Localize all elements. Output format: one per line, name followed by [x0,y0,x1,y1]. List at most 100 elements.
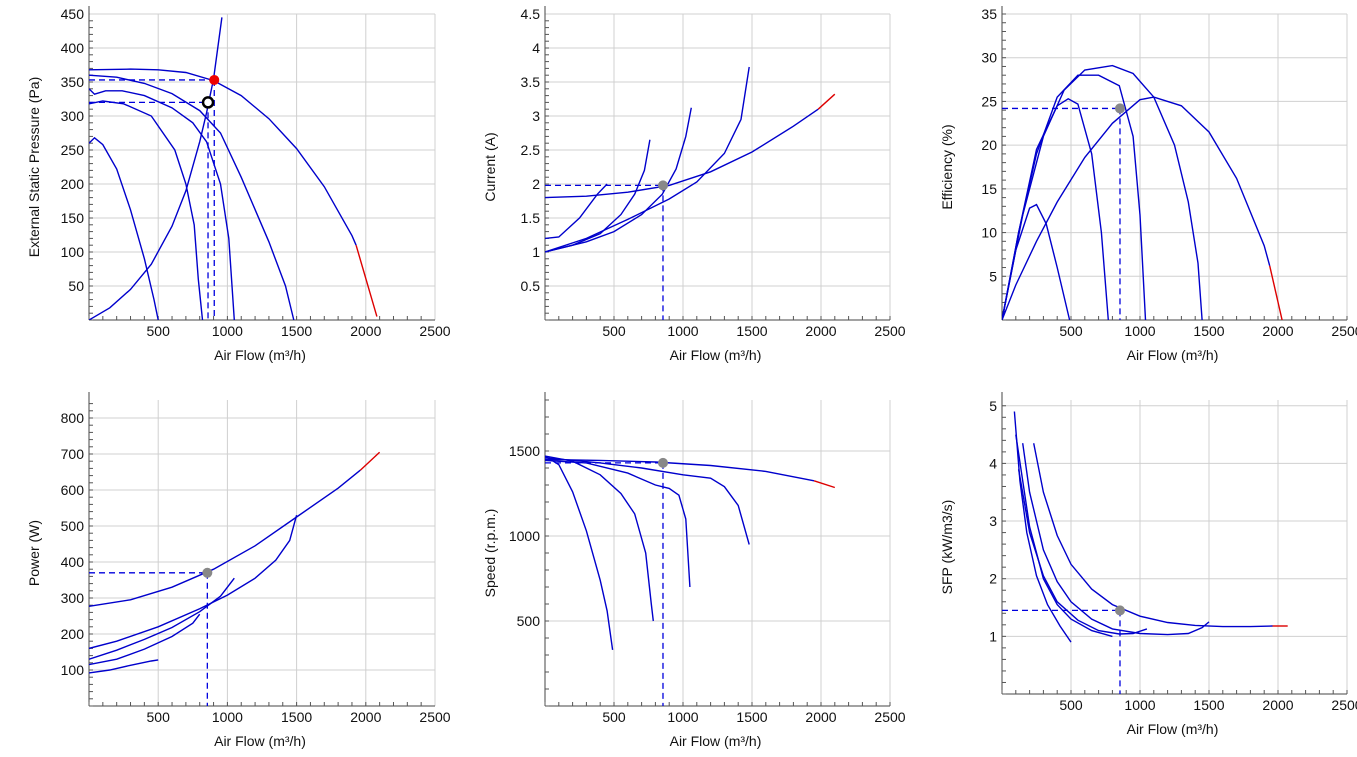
y-tick-label: 4 [532,40,540,56]
y-tick-label: 300 [61,108,85,124]
y-tick-label: 100 [61,244,85,260]
y-axis-title: External Static Pressure (Pa) [26,77,42,258]
y-tick-label: 350 [61,74,85,90]
series-line-2 [89,515,298,650]
series-line-2 [1002,64,1203,320]
y-tick-label: 1 [532,244,540,260]
x-axis-title: Air Flow (m³/h) [670,347,762,363]
y-tick-label: 5 [989,268,997,284]
x-tick-label: 1000 [212,709,243,725]
x-axis-title: Air Flow (m³/h) [670,733,762,749]
y-tick-label: 3.5 [521,74,541,90]
y-tick-label: 700 [61,446,85,462]
y-tick-label: 20 [981,137,997,153]
series-line-1 [1033,443,1273,628]
series-line-1-limit-segment [359,451,381,471]
x-tick-label: 2000 [1262,697,1293,713]
y-tick-label: 1.5 [521,210,541,226]
y-tick-label: 2 [989,571,997,587]
y-tick-label: 25 [981,93,997,109]
chart-current: 0.5 1 1.5 2 2.5 3 3.5 4 4.5 500 1000 1500 2000 2500 Ai… [482,6,906,363]
series-line-5 [545,183,608,240]
x-tick-label: 2000 [805,709,836,725]
chart-pressure: 50 100 150 200 250 300 350 400 450 500 1000 1500 200… [26,6,451,363]
x-axis-title: Air Flow (m³/h) [214,733,306,749]
x-tick-label: 500 [147,323,171,339]
series-line-5 [89,659,159,674]
series-line-2 [89,74,295,320]
series-line-6 [89,17,223,320]
y-tick-label: 400 [61,40,85,56]
y-tick-label: 35 [981,6,997,22]
x-tick-label: 1500 [736,323,767,339]
y-tick-label: 500 [517,613,541,629]
series-line-2 [1022,443,1210,636]
y-tick-label: 100 [61,662,85,678]
operating-point-marker[interactable] [209,74,220,85]
y-tick-label: 30 [981,50,997,66]
series-line-2 [545,457,750,545]
y-tick-label: 4 [989,455,997,471]
y-tick-label: 250 [61,142,85,158]
x-axis-title: Air Flow (m³/h) [1127,347,1219,363]
series-line-4 [1002,97,1109,320]
chart-efficiency: 5 10 15 20 25 30 35 500 1000 1500 2000 2500 Air Flow… [939,6,1357,363]
series-line-1-limit-segment [355,245,378,317]
y-axis-title: SFP (kW/m3/s) [939,500,955,595]
series-line-5 [89,136,159,320]
x-tick-label: 2500 [419,323,450,339]
operating-point-marker[interactable] [1114,605,1125,616]
chart-sfp: 1 2 3 4 5 500 1000 1500 2000 2500 Air Flow (m³/h) S… [939,392,1357,737]
series-line-3 [545,459,691,588]
x-tick-label: 500 [1059,323,1083,339]
operating-point-marker[interactable] [657,180,668,191]
series-line-3 [89,88,235,320]
series-line-1 [545,458,815,482]
x-axis-title: Air Flow (m³/h) [214,347,306,363]
y-tick-label: 1000 [509,528,540,544]
x-tick-label: 1500 [1193,697,1224,713]
x-tick-label: 2000 [805,323,836,339]
y-tick-label: 3 [532,108,540,124]
x-tick-label: 1000 [1124,323,1155,339]
x-tick-label: 500 [602,323,626,339]
x-axis-title: Air Flow (m³/h) [1127,721,1219,737]
y-axis-title: Efficiency (%) [939,124,955,209]
operating-point-marker[interactable] [657,457,668,468]
y-tick-label: 3 [989,513,997,529]
plot-area [545,66,836,253]
chart-speed: 500 1000 1500 500 1000 1500 2000 2500 Air Flow (… [482,392,906,749]
y-tick-label: 2 [532,176,540,192]
y-tick-label: 400 [61,554,85,570]
series-line-1 [89,68,357,246]
y-tick-label: 1 [989,628,997,644]
series-line-1 [545,108,819,199]
series-line-5 [1013,411,1072,643]
plot-area [1002,64,1283,320]
x-tick-label: 1000 [212,323,243,339]
x-tick-label: 2500 [419,709,450,725]
x-tick-label: 1500 [281,323,312,339]
x-tick-label: 2000 [1262,323,1293,339]
y-tick-label: 2.5 [521,142,541,158]
x-tick-label: 2000 [350,323,381,339]
x-tick-label: 500 [1059,697,1083,713]
plot-area [1013,411,1288,643]
y-tick-label: 15 [981,181,997,197]
y-tick-label: 5 [989,398,997,414]
y-tick-label: 200 [61,176,85,192]
operating-point-marker[interactable] [201,96,215,109]
plot-area [89,451,381,674]
operating-point-marker[interactable] [202,567,213,578]
y-tick-label: 500 [61,518,85,534]
series-line-3 [1002,74,1147,320]
chart-power: 100 200 300 400 500 600 700 800 500 1000 1500 2000 2… [26,392,451,749]
y-tick-label: 10 [981,225,997,241]
x-tick-label: 500 [147,709,171,725]
series-line-3 [89,577,235,660]
y-tick-label: 50 [68,278,84,294]
x-tick-label: 1500 [1193,323,1224,339]
series-line-4 [89,100,204,320]
operating-point-marker[interactable] [1114,103,1125,114]
